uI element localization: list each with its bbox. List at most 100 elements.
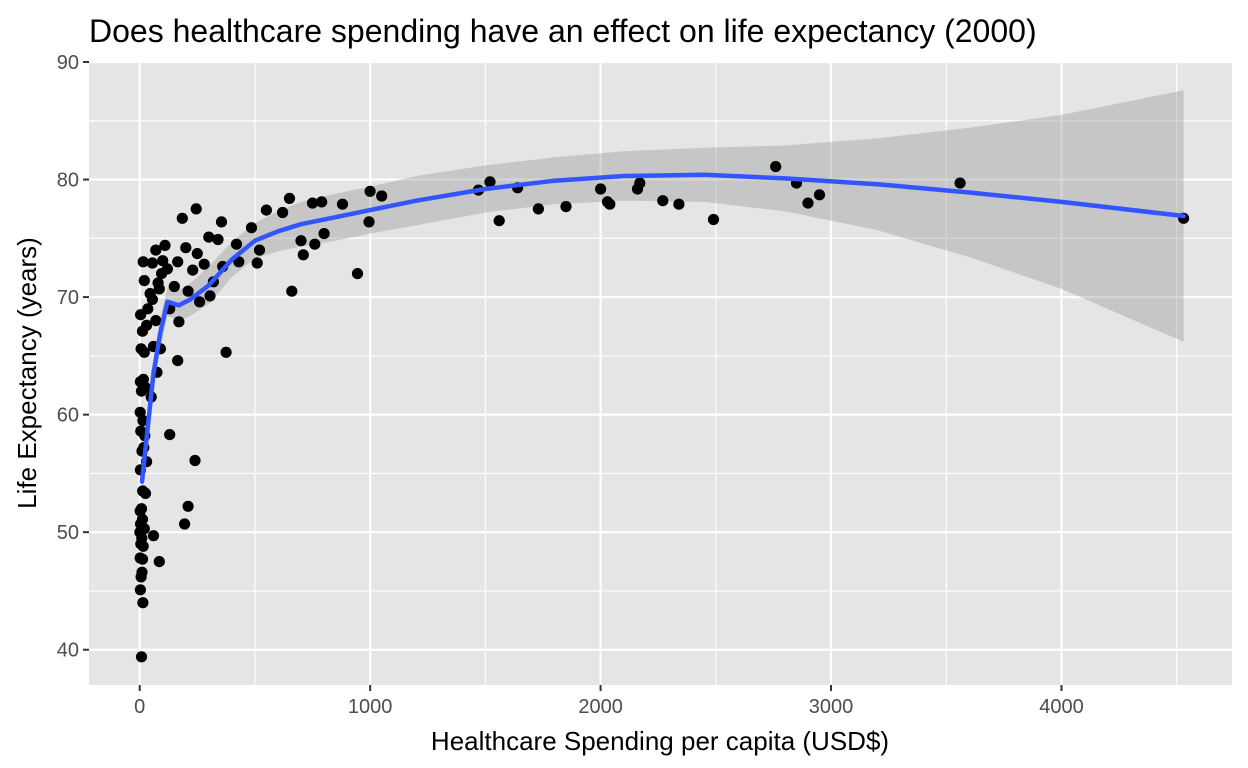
data-point <box>179 518 191 530</box>
data-point <box>173 316 185 328</box>
y-tick-label: 80 <box>57 170 79 192</box>
data-point <box>146 257 158 269</box>
data-points <box>134 161 1190 663</box>
data-point <box>150 244 162 256</box>
data-point <box>560 201 572 213</box>
data-point <box>215 216 228 228</box>
data-point <box>187 264 199 276</box>
data-point <box>813 189 826 201</box>
data-point <box>139 487 152 499</box>
data-point <box>203 231 215 243</box>
data-point <box>159 239 171 251</box>
data-point <box>134 584 146 596</box>
y-tick-label: 60 <box>57 405 79 427</box>
data-point <box>172 355 184 367</box>
data-point <box>376 190 388 202</box>
data-point <box>220 346 232 358</box>
data-point <box>484 176 496 188</box>
y-tick-label: 40 <box>57 640 79 662</box>
data-point <box>336 198 349 210</box>
data-point <box>297 249 309 261</box>
data-point <box>161 263 173 275</box>
data-point <box>142 303 154 315</box>
data-point <box>316 196 328 208</box>
data-point <box>351 268 364 280</box>
data-point <box>673 198 685 210</box>
data-point <box>182 285 194 297</box>
data-point <box>493 215 505 227</box>
data-point <box>309 238 321 250</box>
data-point <box>172 256 184 268</box>
data-point <box>604 198 616 210</box>
data-point <box>318 228 330 240</box>
y-tick-label: 70 <box>57 287 79 309</box>
data-point <box>802 197 814 209</box>
y-tick-label: 50 <box>57 522 79 544</box>
data-point <box>532 203 545 215</box>
data-point <box>286 285 298 297</box>
data-point <box>245 222 258 234</box>
axis-ticks: 0 1000 2000 3000 4000 40 50 60 70 80 90 <box>57 52 1084 718</box>
data-point <box>230 238 243 250</box>
data-point <box>634 177 646 189</box>
data-point <box>363 216 375 228</box>
data-point <box>135 651 148 663</box>
data-point <box>147 530 160 542</box>
data-point <box>204 290 216 302</box>
data-point <box>212 233 224 246</box>
data-point <box>135 503 148 515</box>
chart-title: Does healthcare spending have an effect … <box>89 13 1037 49</box>
y-axis-title: Life Expectancy (years) <box>12 237 42 509</box>
data-point <box>153 283 165 295</box>
data-point <box>137 373 149 385</box>
data-point <box>137 597 149 609</box>
data-point <box>770 161 782 173</box>
data-point <box>283 192 296 204</box>
data-point <box>138 275 150 287</box>
confidence-band <box>142 90 1184 496</box>
y-tick-label: 90 <box>57 52 79 74</box>
data-point <box>138 346 150 358</box>
data-point <box>168 280 180 293</box>
data-point <box>137 256 149 268</box>
data-point <box>189 454 201 467</box>
data-point <box>141 319 153 331</box>
data-point <box>190 203 202 215</box>
data-point <box>136 553 149 565</box>
data-point <box>150 315 162 327</box>
data-point <box>954 177 966 189</box>
data-point <box>194 296 206 308</box>
data-point <box>364 185 376 197</box>
smooth-trend-line <box>139 172 1186 484</box>
data-point <box>595 183 607 195</box>
x-tick-label: 2000 <box>578 696 623 718</box>
data-point <box>657 195 669 207</box>
x-tick-label: 4000 <box>1039 696 1084 718</box>
data-point <box>707 213 720 226</box>
x-axis-title: Healthcare Spending per capita (USD$) <box>431 726 889 756</box>
data-point <box>157 255 169 267</box>
x-tick-label: 1000 <box>348 696 393 718</box>
data-point <box>180 242 192 254</box>
x-tick-label: 0 <box>134 696 145 718</box>
data-point <box>164 429 176 441</box>
data-point <box>176 212 188 224</box>
data-point <box>295 235 307 247</box>
data-point <box>146 293 158 305</box>
data-point <box>277 206 289 219</box>
minor-gridlines <box>89 62 1232 685</box>
data-point <box>260 204 272 216</box>
data-point <box>306 197 319 209</box>
data-point <box>153 556 165 568</box>
data-point <box>253 244 266 256</box>
data-point <box>198 258 210 270</box>
data-point <box>182 500 194 512</box>
x-tick-label: 3000 <box>809 696 854 718</box>
data-point <box>191 248 203 260</box>
data-point <box>136 532 148 544</box>
data-point <box>251 257 263 269</box>
plot-panel <box>89 62 1232 685</box>
data-point <box>137 414 149 427</box>
data-point <box>136 566 148 578</box>
